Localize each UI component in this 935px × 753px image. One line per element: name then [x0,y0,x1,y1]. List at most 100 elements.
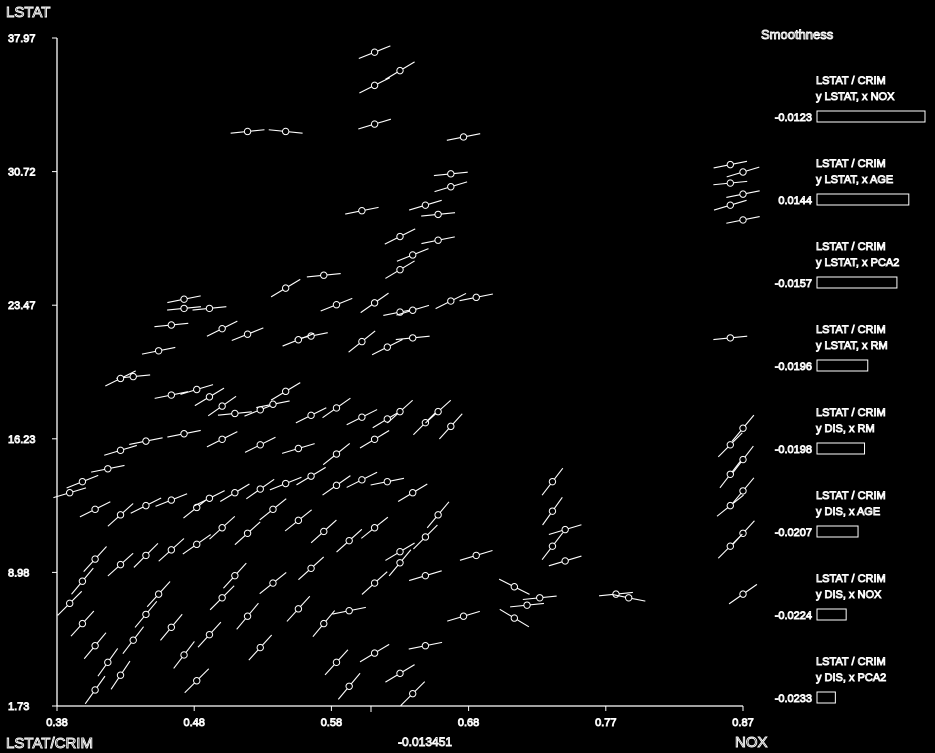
data-point [713,160,748,169]
data-point [713,179,748,187]
point-marker [256,485,264,493]
point-marker [167,391,176,399]
y-tick-label: 37.97 [8,33,36,45]
point-marker [434,511,442,519]
point-marker [370,299,379,307]
data-point [371,339,403,356]
data-point [268,127,303,136]
data-point [435,292,467,310]
data-point [180,384,214,395]
data-point [167,295,201,304]
data-point [717,432,743,458]
data-point [146,581,171,608]
point-marker [142,501,150,510]
point-marker [78,619,87,628]
point-marker [193,677,201,685]
legend-entry-bar [816,608,847,621]
data-point [397,483,428,502]
y-axis-title: LSTAT [6,4,50,21]
data-point [295,407,327,424]
x-tick-label: 0.77 [595,717,616,729]
legend-entry-value: -0.0207 [775,527,812,539]
point-marker [447,183,455,191]
data-point [286,595,311,622]
legend-entry-value: -0.0157 [775,278,812,290]
data-point [66,474,99,489]
data-point [425,399,452,424]
data-point [184,668,210,694]
legend-entry-axes: y DIS, x RM [816,423,875,435]
point-marker [243,612,252,620]
legend-entry-title: LSTAT / CRIM [816,241,886,253]
legend-entry-bar [816,525,859,538]
point-marker [739,216,747,224]
point-marker [345,682,353,690]
data-point [246,478,275,500]
x-tick-label: 0.87 [732,717,753,729]
point-marker [472,293,480,302]
point-marker [116,671,125,679]
point-marker [218,324,226,333]
point-marker [167,496,176,504]
point-marker [193,385,201,394]
data-point [726,190,760,198]
legend-title: Smoothness [761,27,834,42]
data-point [336,528,363,553]
data-point [400,681,426,707]
point-marker [167,546,176,554]
data-point [732,445,754,474]
point-marker [726,501,734,510]
data-point [223,562,247,589]
point-marker [281,284,290,292]
point-marker [154,590,163,598]
x-tick-label: 0.38 [46,717,67,729]
data-point [459,549,493,561]
data-point [499,608,530,628]
point-marker [459,133,468,141]
data-point [359,77,391,94]
data-point [269,476,302,491]
data-point [346,409,378,426]
data-point [358,118,392,130]
point-marker [167,623,176,631]
data-point [421,236,455,245]
point-marker [91,555,99,563]
data-point [167,304,202,313]
point-marker [345,536,353,545]
point-marker [421,642,430,650]
point-marker [142,610,150,619]
data-point [446,133,481,141]
legend-entry-axes: y LSTAT, x PCA2 [816,257,899,269]
point-marker [231,409,239,418]
data-point [97,648,119,677]
axes [56,38,743,712]
legend-entry-value: -0.0123 [775,112,812,124]
point-marker [358,476,366,484]
point-marker [739,168,747,176]
point-marker [409,334,417,342]
point-marker [205,304,214,313]
data-point [426,501,450,529]
y-ticks: 1.73 8.98 16.23 23.47 30.72 37.97 [8,33,57,713]
data-point [548,555,582,567]
point-marker [104,465,112,473]
data-point [386,399,414,424]
legend-entry-title: LSTAT / CRIM [816,324,886,336]
data-point [408,641,443,650]
point-marker [243,330,252,338]
point-marker [116,560,125,569]
data-point [433,170,468,178]
point-marker [91,505,99,514]
data-point [231,327,264,342]
point-marker [116,374,125,383]
point-marker [104,658,112,667]
point-marker [434,407,442,416]
point-marker [396,66,404,75]
point-marker [510,614,519,622]
y-tick-label: 8.98 [8,567,29,579]
legend-entry-axes: y LSTAT, x NOX [816,91,895,103]
point-marker [358,337,366,346]
data-points [53,45,760,707]
data-point [361,571,388,595]
